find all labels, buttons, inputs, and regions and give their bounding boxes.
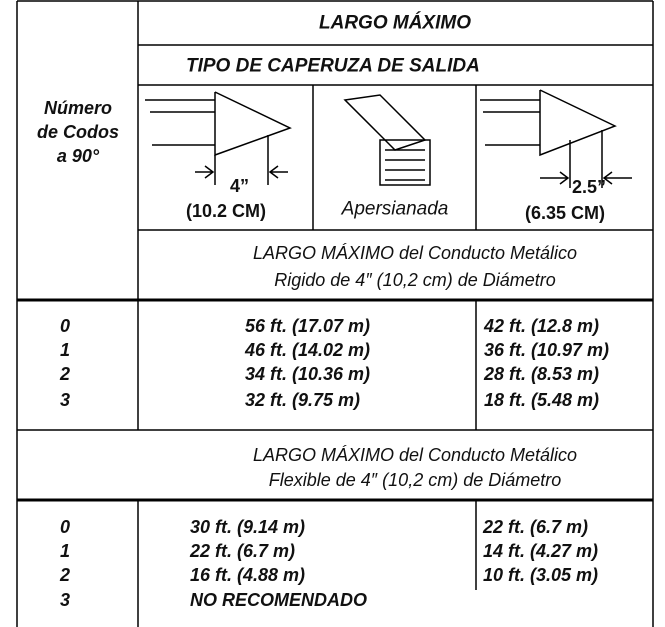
hood-label: 2.5” [572, 177, 607, 197]
hood-sublabel: (10.2 CM) [185, 201, 267, 221]
row-number: 2 [59, 565, 71, 585]
row-number: 3 [59, 390, 71, 410]
cell: 36 ft. (10.97 m) [484, 340, 610, 360]
title: LARGO MÁXIMO [319, 12, 471, 34]
cell: 34 ft. (10.36 m) [245, 364, 371, 384]
cell: 14 ft. (4.27 m) [483, 541, 599, 561]
row-label: Número [43, 98, 113, 118]
cell: 18 ft. (5.48 m) [484, 390, 600, 410]
cell: 22 ft. (6.7 m) [190, 541, 296, 561]
row-number: 1 [59, 340, 71, 360]
hood-label: Apersianada [341, 198, 449, 220]
cell: 22 ft. (6.7 m) [483, 517, 589, 537]
hood-label: 4” [230, 176, 250, 196]
row-number: 0 [59, 316, 71, 336]
row-number: 2 [59, 364, 71, 384]
section-title: LARGO MÁXIMO del Conducto Metálico [252, 243, 578, 263]
section-title: Flexible de 4″ (10,2 cm) de Diámetro [268, 470, 562, 490]
row-label: de Codos [36, 122, 120, 142]
cell: 56 ft. (17.07 m) [245, 316, 371, 336]
row-number: 1 [59, 541, 71, 561]
section-title: Rigido de 4″ (10,2 cm) de Diámetro [274, 270, 556, 290]
hood-sublabel: (6.35 CM) [524, 203, 606, 223]
row-number: 0 [59, 517, 71, 537]
cell: 32 ft. (9.75 m) [245, 390, 361, 410]
subtitle: TIPO DE CAPERUZA DE SALIDA [186, 55, 480, 77]
section-title: LARGO MÁXIMO del Conducto Metálico [252, 445, 578, 465]
cell: 10 ft. (3.05 m) [483, 565, 599, 585]
row-number: 3 [59, 590, 71, 610]
row-label: a 90° [56, 146, 100, 166]
cell: 42 ft. (12.8 m) [484, 316, 600, 336]
cell: 16 ft. (4.88 m) [190, 565, 306, 585]
cell: 46 ft. (14.02 m) [245, 340, 371, 360]
cell: 30 ft. (9.14 m) [190, 517, 306, 537]
cell: NO RECOMENDADO [190, 590, 368, 610]
cell: 28 ft. (8.53 m) [484, 364, 600, 384]
